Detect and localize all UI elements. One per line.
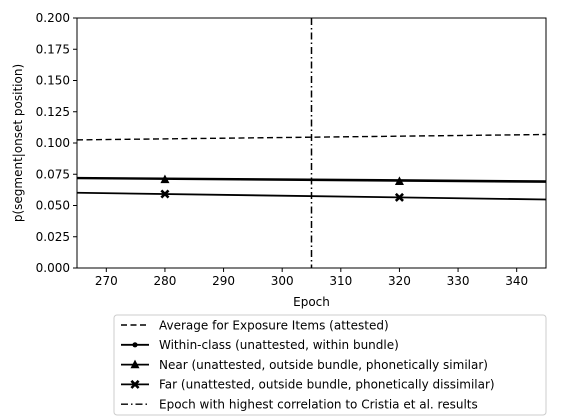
x-tick-label-0: 270	[95, 274, 118, 288]
legend-box	[113, 314, 547, 416]
y-tick-label-7: 0.175	[36, 42, 70, 56]
y-axis-label: p(segment|onset position)	[11, 64, 25, 222]
y-tick-label-6: 0.150	[36, 74, 70, 88]
legend-label-3: Far (unattested, outside bundle, phoneti…	[159, 378, 495, 392]
y-tick-label-8: 0.200	[36, 11, 70, 25]
legend-label-2: Near (unattested, outside bundle, phonet…	[159, 358, 488, 372]
y-tick-label-0: 0.000	[36, 261, 70, 275]
y-tick-label-1: 0.025	[36, 230, 70, 244]
legend-label-0: Average for Exposure Items (attested)	[159, 318, 389, 332]
series-2-marker-0	[160, 174, 170, 184]
legend-marker-1	[132, 342, 138, 348]
x-tick-label-6: 330	[447, 274, 470, 288]
legend: Average for Exposure Items (attested) Wit…	[113, 314, 547, 416]
x-tick-label-3: 300	[271, 274, 294, 288]
series-2-marker-1	[394, 176, 404, 185]
y-tick-label-2: 0.050	[36, 199, 70, 213]
x-tick-label-4: 310	[329, 274, 352, 288]
y-tick-label-5: 0.125	[36, 105, 70, 119]
x-tick-label-1: 280	[153, 274, 176, 288]
series-line-2	[77, 177, 546, 183]
axes-frame	[76, 17, 547, 269]
legend-label-1: Within-class (unattested, within bundle)	[159, 338, 399, 352]
legend-label-4: Epoch with highest correlation to Cristi…	[159, 398, 478, 412]
legend-marker-3	[130, 379, 140, 389]
series-line-3	[77, 191, 546, 201]
legend-marker-2	[130, 359, 140, 369]
axes: 270 280 290 300 310 320 330 340 0.000 0.025 0.050 0…	[36, 11, 547, 288]
x-tick-label-5: 320	[388, 274, 411, 288]
x-tick-label-7: 340	[505, 274, 528, 288]
x-tick-label-2: 290	[212, 274, 235, 288]
y-tick-label-3: 0.075	[36, 167, 70, 181]
series-3-marker-1	[394, 192, 404, 202]
series-line-0	[77, 133, 546, 141]
x-axis-label: Epoch	[293, 295, 330, 309]
series-3-marker-0	[160, 189, 170, 199]
series-group	[77, 133, 546, 201]
y-tick-label-4: 0.100	[36, 136, 70, 150]
plot-area	[77, 18, 546, 268]
